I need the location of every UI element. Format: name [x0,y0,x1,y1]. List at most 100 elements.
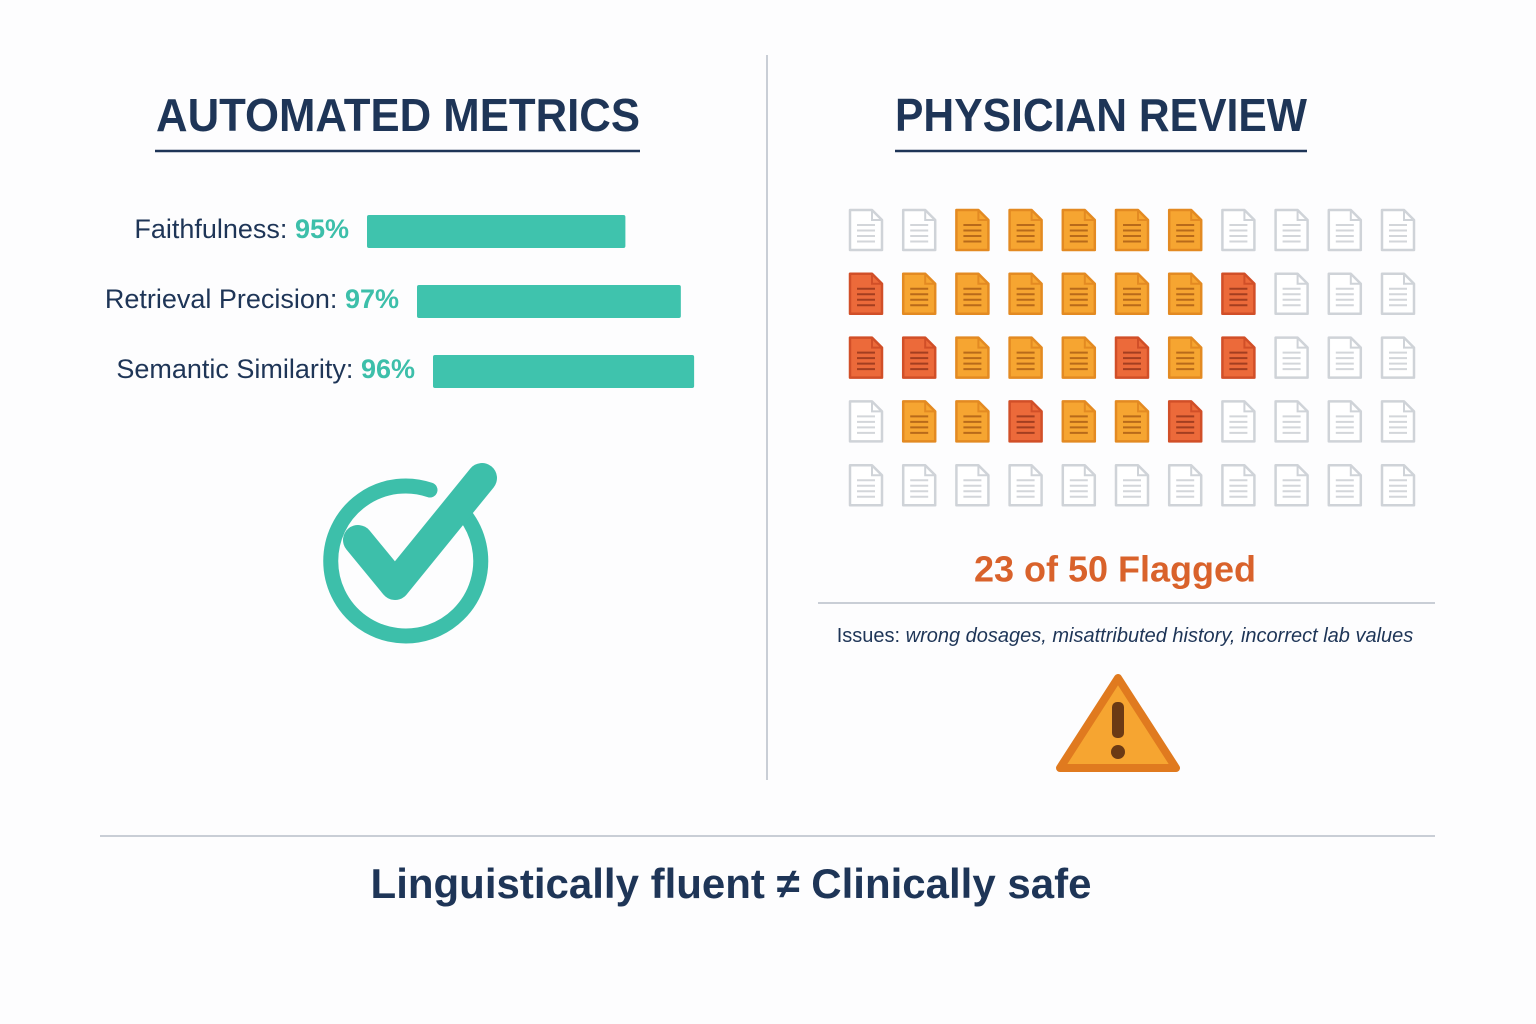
document-icon [1221,463,1256,507]
document-fold [1243,401,1255,413]
document-icon [901,463,937,507]
document-fold [1243,465,1255,477]
document-icon [1274,400,1309,443]
document-fold [1137,210,1148,221]
document-fold [1403,273,1414,285]
document-icon [848,463,884,507]
document-fold [1137,465,1148,477]
document-icon [1167,272,1203,316]
document-fold [1296,337,1308,349]
document-icon [848,272,884,316]
warning-bar [1112,702,1124,738]
check-mark [343,463,497,600]
document-icon [1167,463,1203,507]
document-icon [1380,208,1416,252]
document-icon [1380,463,1416,507]
metric-label: Retrieval Precision: 97% [105,284,399,314]
document-icon [1008,463,1043,507]
metric-value: 95% [295,214,349,244]
document-icon [1221,272,1256,316]
issues-label: Issues: [837,625,900,647]
document-fold [1403,401,1414,413]
warning-icon [1056,674,1180,772]
warning-dot [1111,745,1125,759]
document-fold [871,465,882,477]
document-fold [871,337,882,349]
document-fold [871,273,882,285]
document-fold [871,210,882,221]
document-icon [848,400,884,443]
document-icon [1327,208,1363,252]
document-icon [1061,463,1097,507]
document-fold [1190,337,1202,349]
document-icon [901,208,937,252]
document-fold [977,337,989,349]
document-fold [1349,401,1361,413]
document-fold [1190,273,1202,285]
document-fold [977,401,989,413]
check-icon [323,463,497,644]
document-fold [1349,465,1361,477]
document-fold [1403,337,1414,349]
document-icon [848,336,884,379]
metric-name: Faithfulness: [134,214,287,244]
document-fold [1403,465,1414,477]
document-fold [1083,210,1095,221]
document-fold [1137,401,1148,413]
document-fold [924,337,936,349]
document-icon [1167,400,1203,443]
document-icon [1380,336,1416,379]
document-fold [1349,210,1361,221]
document-fold [1137,273,1148,285]
document-fold [924,401,936,413]
document-fold [1030,465,1042,477]
document-fold [1137,337,1148,349]
document-icon [848,208,884,252]
metric-bar [417,285,681,318]
document-icon [1114,272,1150,316]
document-icon [1221,400,1256,443]
document-icon [955,400,990,443]
metric-name: Retrieval Precision: [105,284,338,314]
section-title: PHYSICIAN REVIEW [895,89,1308,141]
document-icon [1114,400,1150,443]
document-icon [1167,208,1203,252]
document-icon [1008,208,1043,252]
document-grid [848,208,1416,507]
document-fold [1243,210,1255,221]
document-icon [1061,272,1097,316]
document-icon [955,463,990,507]
document-fold [977,273,989,285]
document-fold [1403,210,1414,221]
check-circle [323,478,489,644]
document-icon [955,208,990,252]
document-icon [1327,272,1363,316]
document-fold [1083,273,1095,285]
document-fold [1030,401,1042,413]
document-fold [1190,465,1202,477]
document-icon [901,400,937,443]
metric-name: Semantic Similarity: [116,354,353,384]
document-fold [1349,337,1361,349]
document-fold [871,401,882,413]
issues: Issues: wrong dosages, misattributed his… [837,625,1414,647]
document-icon [1327,463,1363,507]
document-icon [1061,336,1097,379]
metric-label: Semantic Similarity: 96% [116,354,415,384]
metric-label: Faithfulness: 95% [134,214,349,244]
flagged-count: 23 of 50 Flagged [974,549,1256,590]
document-fold [1030,273,1042,285]
document-icon [1274,272,1309,316]
issues-list: wrong dosages, misattributed history, in… [906,625,1414,647]
document-fold [977,210,989,221]
document-fold [1296,210,1308,221]
document-fold [1083,401,1095,413]
document-icon [955,336,990,379]
metric-bar [433,355,695,388]
document-icon [901,272,937,316]
document-icon [1061,208,1097,252]
document-icon [1114,336,1150,379]
document-fold [1296,273,1308,285]
